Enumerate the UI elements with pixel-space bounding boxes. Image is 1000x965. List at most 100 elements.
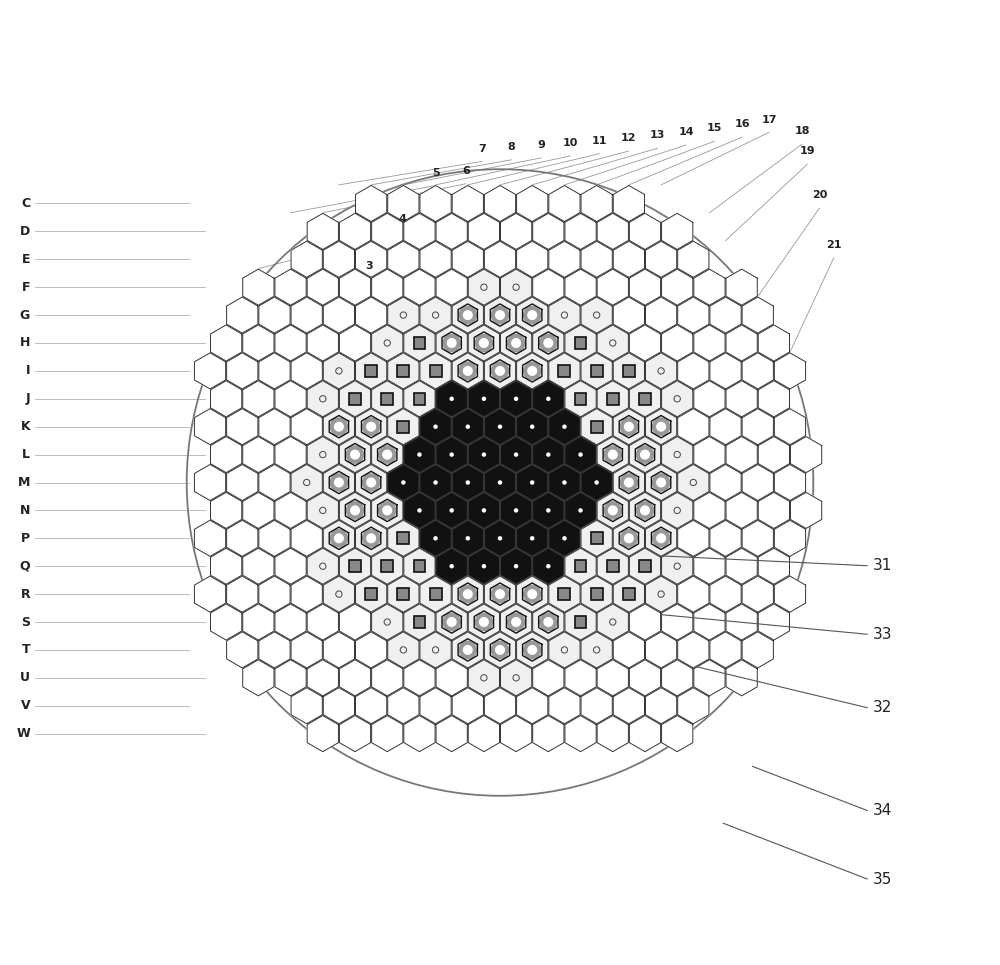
Circle shape: [433, 537, 438, 540]
Circle shape: [447, 338, 457, 348]
Polygon shape: [259, 632, 290, 668]
Circle shape: [350, 506, 360, 515]
Text: 21: 21: [826, 240, 842, 250]
Text: 17: 17: [761, 115, 777, 124]
Polygon shape: [549, 632, 580, 668]
Polygon shape: [694, 381, 725, 417]
Polygon shape: [500, 492, 532, 529]
Polygon shape: [323, 520, 355, 557]
Polygon shape: [388, 632, 419, 668]
Polygon shape: [774, 576, 806, 612]
Circle shape: [527, 366, 537, 376]
Text: 32: 32: [873, 701, 892, 715]
Polygon shape: [339, 325, 371, 361]
Circle shape: [334, 422, 344, 431]
Polygon shape: [500, 381, 532, 417]
Polygon shape: [517, 464, 548, 501]
Polygon shape: [211, 492, 242, 529]
Polygon shape: [388, 576, 419, 612]
Polygon shape: [339, 604, 371, 640]
Polygon shape: [291, 464, 322, 501]
Text: 7: 7: [478, 144, 486, 153]
Polygon shape: [468, 548, 500, 584]
Polygon shape: [420, 688, 451, 724]
Circle shape: [449, 453, 454, 456]
Bar: [365, 365, 377, 377]
Polygon shape: [597, 269, 628, 305]
Polygon shape: [581, 353, 612, 389]
Bar: [397, 588, 409, 600]
Text: S: S: [21, 616, 30, 628]
Polygon shape: [404, 492, 435, 529]
Text: 6: 6: [462, 166, 470, 176]
Polygon shape: [597, 213, 628, 249]
Text: 31: 31: [873, 558, 892, 573]
Text: H: H: [20, 337, 30, 349]
Circle shape: [495, 645, 505, 655]
Polygon shape: [500, 269, 532, 305]
Polygon shape: [629, 604, 661, 640]
Circle shape: [417, 453, 422, 456]
Circle shape: [346, 501, 364, 520]
Polygon shape: [565, 436, 596, 473]
Polygon shape: [758, 604, 789, 640]
Polygon shape: [694, 492, 725, 529]
Circle shape: [514, 564, 518, 568]
Polygon shape: [694, 660, 725, 696]
Circle shape: [594, 481, 599, 484]
Polygon shape: [339, 269, 371, 305]
Circle shape: [463, 589, 473, 599]
Circle shape: [334, 478, 344, 487]
Polygon shape: [613, 297, 645, 333]
Polygon shape: [484, 688, 516, 724]
Text: 4: 4: [399, 214, 407, 224]
Circle shape: [546, 564, 551, 568]
Polygon shape: [662, 548, 693, 584]
Polygon shape: [500, 325, 532, 361]
Circle shape: [562, 481, 567, 484]
Polygon shape: [420, 297, 451, 333]
Polygon shape: [726, 269, 757, 305]
Polygon shape: [436, 604, 467, 640]
Polygon shape: [549, 576, 580, 612]
Circle shape: [362, 473, 380, 492]
Polygon shape: [533, 269, 564, 305]
Circle shape: [442, 613, 461, 631]
Polygon shape: [597, 381, 628, 417]
Polygon shape: [452, 241, 483, 277]
Circle shape: [463, 645, 473, 655]
Text: 5: 5: [432, 168, 440, 178]
Circle shape: [449, 397, 454, 401]
Circle shape: [458, 362, 477, 380]
Polygon shape: [339, 436, 371, 473]
Polygon shape: [420, 576, 451, 612]
Polygon shape: [355, 576, 387, 612]
Polygon shape: [339, 660, 371, 696]
Bar: [591, 365, 603, 377]
Polygon shape: [758, 436, 789, 473]
Polygon shape: [758, 492, 789, 529]
Circle shape: [463, 310, 473, 320]
Polygon shape: [291, 297, 322, 333]
Polygon shape: [645, 353, 677, 389]
Polygon shape: [500, 660, 532, 696]
Text: C: C: [21, 197, 30, 210]
Text: V: V: [20, 700, 30, 712]
Circle shape: [350, 450, 360, 459]
Circle shape: [578, 509, 583, 512]
Polygon shape: [436, 492, 467, 529]
Text: N: N: [20, 504, 30, 517]
Bar: [430, 365, 442, 377]
Text: 15: 15: [707, 124, 722, 133]
Polygon shape: [629, 660, 661, 696]
Polygon shape: [388, 688, 419, 724]
Polygon shape: [404, 716, 435, 752]
Polygon shape: [533, 716, 564, 752]
Polygon shape: [774, 353, 806, 389]
Polygon shape: [307, 548, 338, 584]
Polygon shape: [629, 269, 661, 305]
Polygon shape: [323, 576, 355, 612]
Polygon shape: [420, 632, 451, 668]
Polygon shape: [211, 325, 242, 361]
Polygon shape: [549, 297, 580, 333]
